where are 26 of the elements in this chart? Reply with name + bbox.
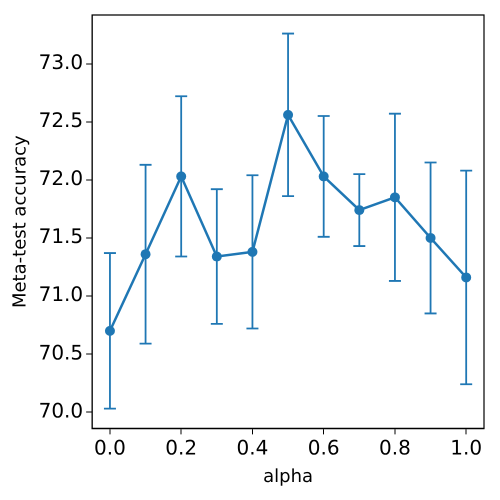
x-tick-label: 1.0 <box>450 436 482 460</box>
x-axis-title: alpha <box>263 466 314 487</box>
point <box>247 246 258 257</box>
point <box>318 171 329 182</box>
point <box>461 272 472 282</box>
y-tick-label: 70.0 <box>38 398 84 422</box>
point <box>212 252 222 262</box>
y-tick-label: 72.5 <box>38 108 84 132</box>
x-tick-label: 0.0 <box>94 436 126 460</box>
y-tick-label: 72.0 <box>38 166 84 190</box>
y-tick-label: 71.5 <box>38 224 84 248</box>
y-axis-title: Meta-test accuracy <box>9 135 30 308</box>
x-tick-label: 0.8 <box>379 436 411 460</box>
x-tick-label: 0.2 <box>165 436 198 460</box>
point <box>283 110 294 120</box>
point <box>176 171 186 182</box>
y-tick-label: 70.5 <box>38 340 84 364</box>
point <box>104 326 115 336</box>
point <box>426 232 436 243</box>
point <box>140 249 151 260</box>
point <box>354 205 364 216</box>
x-tick-label: 0.4 <box>236 436 268 460</box>
y-tick-label: 73.0 <box>38 50 84 74</box>
x-tick-label: 0.6 <box>308 436 340 460</box>
point <box>390 192 400 202</box>
y-tick-label: 71.0 <box>38 282 84 306</box>
